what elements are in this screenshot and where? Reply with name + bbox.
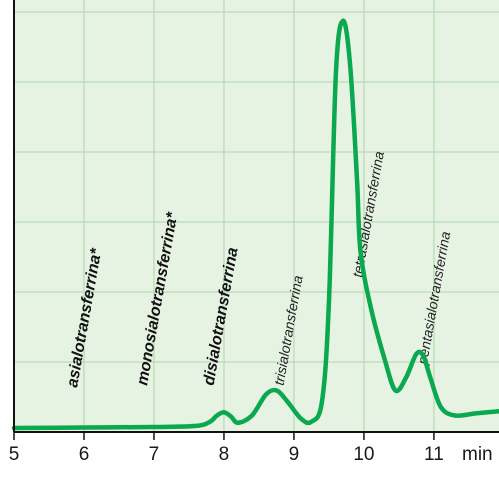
x-tick-label-11: 11 bbox=[424, 444, 444, 465]
x-tick-label-7: 7 bbox=[149, 444, 160, 465]
x-tick-label-9: 9 bbox=[289, 444, 300, 465]
x-tick-label-8: 8 bbox=[219, 444, 230, 465]
x-tick-label-5: 5 bbox=[9, 444, 20, 465]
grid-lines bbox=[14, 0, 499, 432]
x-ticks: 5 6 7 8 9 10 11 bbox=[9, 432, 444, 465]
x-tick-label-10: 10 bbox=[353, 444, 374, 465]
x-axis-unit: min bbox=[462, 444, 493, 465]
plot-background bbox=[14, 0, 499, 432]
series-line bbox=[11, 18, 499, 431]
x-tick-label-6: 6 bbox=[79, 444, 90, 465]
